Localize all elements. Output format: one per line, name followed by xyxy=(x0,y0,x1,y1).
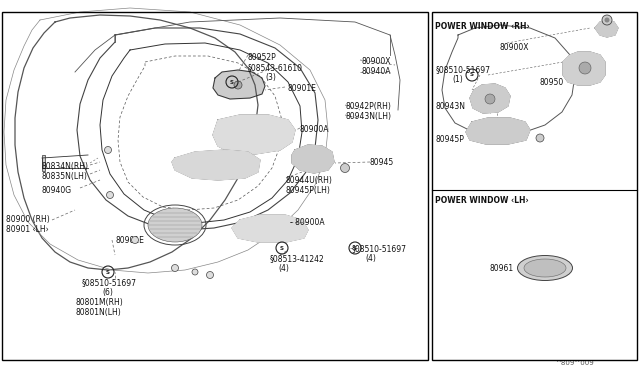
Text: - 80900A: - 80900A xyxy=(290,218,324,227)
Text: (4): (4) xyxy=(365,254,376,263)
Text: 80900X: 80900X xyxy=(500,43,529,52)
Text: 80945: 80945 xyxy=(370,158,394,167)
Polygon shape xyxy=(213,115,295,154)
Text: 80945P(LH): 80945P(LH) xyxy=(286,186,331,195)
Text: POWER WINDOW ‹LH›: POWER WINDOW ‹LH› xyxy=(435,196,529,205)
Text: S: S xyxy=(230,80,234,84)
Polygon shape xyxy=(232,215,308,242)
Text: 80900A: 80900A xyxy=(300,125,330,134)
Text: 80801M(RH): 80801M(RH) xyxy=(76,298,124,307)
Ellipse shape xyxy=(518,256,573,280)
Circle shape xyxy=(485,94,495,104)
Text: 80900X: 80900X xyxy=(362,57,392,66)
Bar xyxy=(2,12,428,360)
Circle shape xyxy=(340,164,349,173)
Circle shape xyxy=(536,134,544,142)
Polygon shape xyxy=(292,145,334,173)
Text: 80961: 80961 xyxy=(490,264,514,273)
Text: 80901 ‹LH›: 80901 ‹LH› xyxy=(6,225,49,234)
Text: §08510-51697: §08510-51697 xyxy=(352,244,407,253)
Text: ^809^009: ^809^009 xyxy=(555,360,594,366)
Ellipse shape xyxy=(148,208,202,242)
Text: S: S xyxy=(106,269,110,275)
Text: 80834N(RH): 80834N(RH) xyxy=(42,162,89,171)
Circle shape xyxy=(602,15,612,25)
Polygon shape xyxy=(563,52,605,85)
Text: 80901E: 80901E xyxy=(287,84,316,93)
Polygon shape xyxy=(172,150,260,180)
Text: (3): (3) xyxy=(265,73,276,82)
Text: 80943N(LH): 80943N(LH) xyxy=(345,112,391,121)
Bar xyxy=(432,12,637,360)
Polygon shape xyxy=(213,70,265,99)
Text: 80901E: 80901E xyxy=(115,236,144,245)
Text: §08513-41242: §08513-41242 xyxy=(270,254,324,263)
Circle shape xyxy=(131,237,138,244)
Polygon shape xyxy=(595,20,618,37)
Text: 80943N: 80943N xyxy=(436,102,466,111)
Polygon shape xyxy=(466,118,530,144)
Text: §08510-51697: §08510-51697 xyxy=(436,65,491,74)
Circle shape xyxy=(605,17,609,22)
Circle shape xyxy=(172,264,179,272)
Text: 80940G: 80940G xyxy=(42,186,72,195)
Circle shape xyxy=(207,272,214,279)
Text: 80944U(RH): 80944U(RH) xyxy=(286,176,333,185)
Text: S: S xyxy=(280,246,284,250)
Circle shape xyxy=(106,192,113,199)
Ellipse shape xyxy=(524,259,566,277)
Circle shape xyxy=(579,62,591,74)
Circle shape xyxy=(192,269,198,275)
Circle shape xyxy=(104,147,111,154)
Text: 80940A: 80940A xyxy=(362,67,392,76)
Bar xyxy=(42,155,45,171)
Text: (4): (4) xyxy=(278,264,289,273)
Text: (1): (1) xyxy=(452,75,463,84)
Text: §08543-61610: §08543-61610 xyxy=(248,63,303,72)
Text: 80950: 80950 xyxy=(540,78,564,87)
Text: S: S xyxy=(353,246,357,250)
Text: 80900 (RH): 80900 (RH) xyxy=(6,215,50,224)
Text: 80801N(LH): 80801N(LH) xyxy=(76,308,122,317)
Text: 80942P(RH): 80942P(RH) xyxy=(345,102,391,111)
Text: (6): (6) xyxy=(102,288,113,297)
Text: 80835N(LH): 80835N(LH) xyxy=(42,172,88,181)
Text: POWER WINDOW ‹RH›: POWER WINDOW ‹RH› xyxy=(435,22,530,31)
Text: 80945P: 80945P xyxy=(436,135,465,144)
Polygon shape xyxy=(470,84,510,113)
Circle shape xyxy=(234,81,242,89)
Text: §08510-51697: §08510-51697 xyxy=(82,278,137,287)
Text: S: S xyxy=(470,73,474,77)
Text: 80952P: 80952P xyxy=(248,53,276,62)
